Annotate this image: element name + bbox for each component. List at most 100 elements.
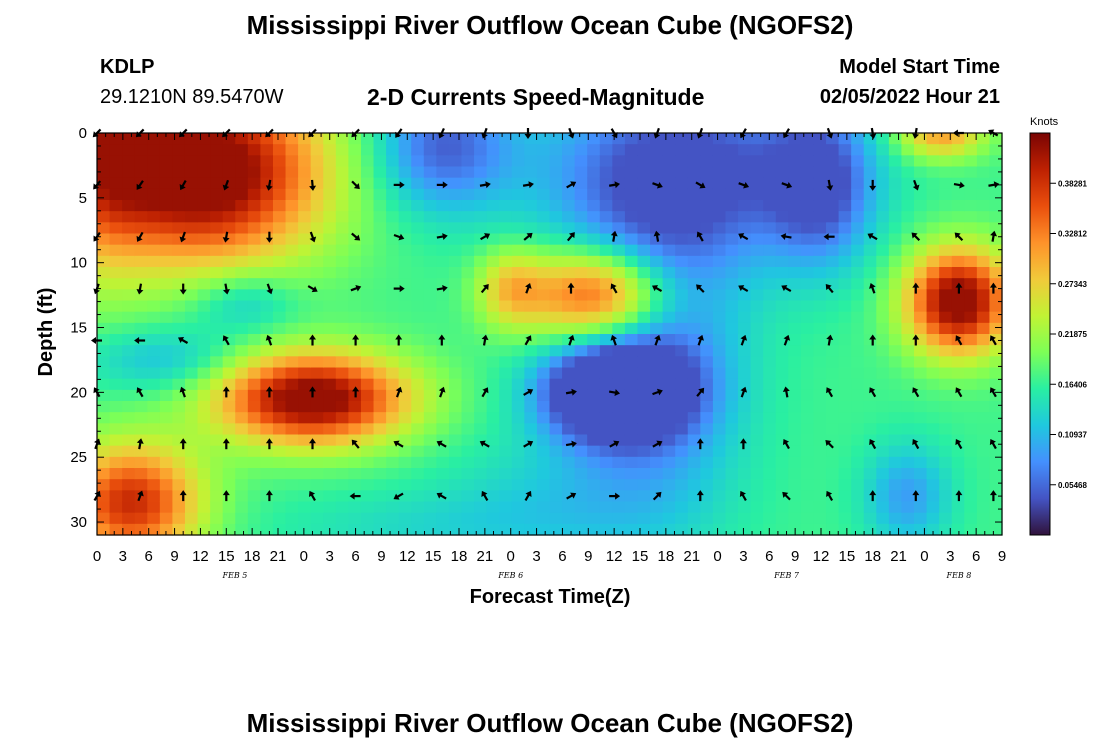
day-label: FEB 5 — [221, 571, 247, 580]
heatmap-cell — [134, 267, 148, 279]
heatmap-cell — [134, 289, 148, 302]
heatmap-cell — [662, 401, 676, 413]
x-tick-label: 21 — [477, 548, 494, 565]
heatmap-cell — [976, 412, 991, 424]
heatmap-cell — [310, 155, 324, 168]
heatmap-cell — [536, 423, 551, 436]
heatmap-cell — [763, 278, 777, 290]
heatmap-cell — [474, 445, 488, 458]
heatmap-cell — [725, 222, 739, 235]
heatmap-cell — [448, 211, 463, 223]
heatmap-cell — [939, 345, 953, 357]
heatmap-cell — [612, 401, 626, 413]
current-vector-arrow — [137, 490, 144, 502]
heatmap-cell — [411, 367, 425, 380]
heatmap-cell — [775, 445, 789, 458]
heatmap-cell — [712, 490, 727, 503]
heatmap-cell — [109, 155, 123, 168]
heatmap-cell — [926, 367, 940, 380]
heatmap-cell — [826, 490, 840, 503]
heatmap-cell — [360, 200, 375, 212]
heatmap-cell — [298, 423, 312, 436]
heatmap-cell — [436, 423, 450, 436]
heatmap-cell — [474, 423, 488, 436]
heatmap-cell — [624, 389, 639, 402]
heatmap-cell — [637, 389, 651, 402]
heatmap-cell — [310, 378, 324, 391]
heatmap-cell — [499, 367, 513, 380]
heatmap-cell — [235, 166, 249, 179]
heatmap-cell — [800, 378, 815, 391]
heatmap-cell — [687, 378, 701, 391]
heatmap-cell — [964, 177, 978, 190]
heatmap-cell — [172, 177, 186, 190]
heatmap-cell — [172, 356, 186, 369]
heatmap-cell — [964, 211, 978, 223]
heatmap-cell — [964, 267, 978, 279]
heatmap-cell — [624, 222, 639, 235]
heatmap-cell — [323, 501, 337, 514]
colorbar-tick-label: 0.16406 — [1058, 380, 1087, 389]
heatmap-cell — [159, 188, 174, 201]
heatmap-cell — [524, 267, 538, 279]
heatmap-cell — [738, 144, 752, 156]
x-tick-label: 3 — [946, 548, 954, 565]
heatmap-cell — [448, 389, 463, 402]
heatmap-cell — [436, 479, 450, 491]
heatmap-cell — [436, 512, 450, 525]
heatmap-cell — [876, 233, 890, 246]
heatmap-cell — [272, 166, 287, 179]
current-vector-arrow — [912, 439, 920, 450]
heatmap-cell — [926, 177, 940, 190]
heatmap-cell — [549, 456, 563, 469]
heatmap-cell — [536, 322, 551, 335]
heatmap-cell — [788, 334, 802, 346]
heatmap-cell — [587, 423, 601, 436]
heatmap-cell — [436, 356, 450, 369]
current-vector-arrow — [136, 387, 144, 398]
heatmap-cell — [97, 378, 111, 391]
heatmap-cell — [712, 188, 727, 201]
heatmap-cell — [486, 367, 500, 380]
heatmap-cell — [838, 389, 852, 402]
heatmap-cell — [687, 267, 701, 279]
heatmap-cell — [499, 155, 513, 168]
heatmap-cell — [474, 389, 488, 402]
heatmap-cell — [712, 211, 727, 223]
heatmap-cell — [335, 445, 349, 458]
heatmap-cell — [360, 523, 375, 536]
heatmap-cell — [888, 188, 903, 201]
heatmap-cell — [109, 300, 123, 313]
heatmap-cell — [134, 356, 148, 369]
heatmap-cell — [436, 144, 450, 156]
heatmap-cell — [398, 334, 412, 346]
heatmap-cell — [976, 401, 991, 413]
heatmap-cell — [235, 200, 249, 212]
heatmap-cell — [159, 211, 174, 223]
heatmap-cell — [838, 479, 852, 491]
heatmap-cell — [763, 289, 777, 302]
heatmap-cell — [348, 412, 362, 424]
heatmap-cell — [411, 434, 425, 447]
heatmap-cell — [675, 356, 689, 369]
heatmap-cell — [159, 200, 174, 212]
heatmap-cell — [574, 512, 588, 525]
heatmap-cell — [348, 322, 362, 335]
heatmap-cell — [122, 501, 136, 514]
heatmap-cell — [298, 512, 312, 525]
heatmap-cell — [587, 311, 601, 324]
heatmap-cell — [637, 456, 651, 469]
heatmap-cell — [448, 345, 463, 357]
heatmap-cell — [637, 523, 651, 536]
heatmap-cell — [612, 345, 626, 357]
heatmap-cell — [210, 300, 224, 313]
heatmap-cell — [599, 389, 613, 402]
heatmap-cell — [184, 133, 199, 145]
heatmap-cell — [348, 278, 362, 290]
heatmap-cell — [235, 512, 249, 525]
heatmap-cell — [348, 267, 362, 279]
heatmap-cell — [122, 166, 136, 179]
heatmap-cell — [272, 200, 287, 212]
x-tick-label: 6 — [972, 548, 980, 565]
heatmap-cell — [109, 322, 123, 335]
